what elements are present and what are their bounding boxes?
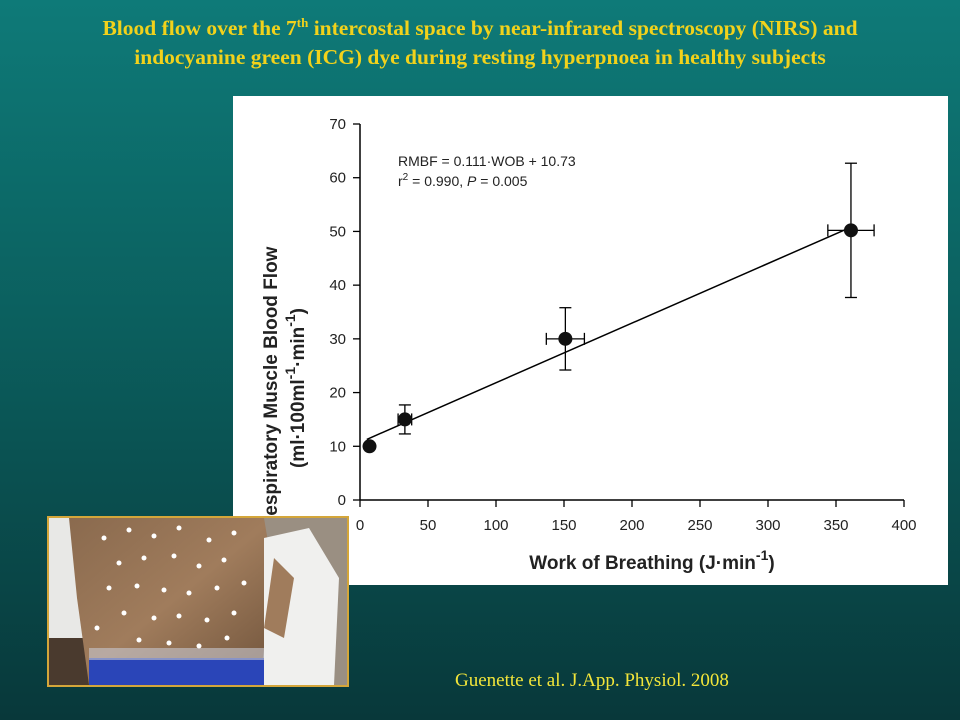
x-axis-ticks: 0 50 100 150 200 250 300 350 400: [356, 500, 917, 534]
y-axis-label-line-1: Respiratory Muscle Blood Flow: [261, 246, 282, 529]
title-line-1: Blood flow over the 7th intercostal spac…: [0, 14, 960, 43]
scatter-chart: 0 10 20 30 40 50 60 70 0 50 100 150 200 250 300 350 400…: [261, 116, 917, 574]
x-axis-label: Work of Breathing (J·min-1): [529, 547, 774, 574]
slide-title: Blood flow over the 7th intercostal spac…: [0, 14, 960, 72]
x-axis-label-exponent: -1: [756, 547, 769, 563]
y-axis-unit-exponent-1: -1: [282, 367, 298, 380]
title-line-1-end: intercostal space by near-infrared spect…: [308, 16, 858, 40]
subject-photo: [47, 516, 349, 687]
title-superscript: th: [296, 15, 309, 30]
title-line-2: indocyanine green (ICG) dye during resti…: [134, 45, 826, 69]
y-tick-label: 70: [329, 116, 346, 133]
data-points: [362, 223, 858, 454]
y-tick-label: 50: [329, 223, 346, 240]
x-tick-label: 0: [356, 517, 364, 534]
x-tick-label: 100: [483, 517, 508, 534]
r-symbol: r: [398, 173, 403, 189]
y-tick-label: 60: [329, 170, 346, 187]
x-tick-label: 250: [687, 517, 712, 534]
x-tick-label: 50: [420, 517, 437, 534]
y-tick-label: 40: [329, 277, 346, 294]
y-tick-label: 30: [329, 331, 346, 348]
y-tick-label: 20: [329, 385, 346, 402]
y-axis-unit-text: (ml·100ml: [288, 379, 309, 468]
x-axis-label-text: Work of Breathing (J·min: [529, 553, 756, 574]
x-tick-label: 200: [619, 517, 644, 534]
data-point: [362, 439, 377, 454]
data-point: [558, 331, 573, 346]
x-tick-label: 150: [551, 517, 576, 534]
x-axis-label-close: ): [768, 553, 774, 574]
p-value: = 0.005: [476, 173, 527, 189]
y-axis-unit-min: ·min: [288, 327, 309, 367]
r-squared-value: = 0.990,: [408, 173, 467, 189]
y-axis-unit-close: ): [288, 308, 309, 314]
y-tick-label: 10: [329, 438, 346, 455]
citation: Guenette et al. J.App. Physiol. 2008: [455, 670, 729, 691]
y-tick-label: 0: [338, 492, 346, 509]
title-line-1-start: Blood flow over the 7: [102, 16, 297, 40]
x-tick-label: 300: [755, 517, 780, 534]
x-tick-label: 350: [823, 517, 848, 534]
regression-equation: RMBF = 0.111·WOB + 10.73: [398, 153, 576, 169]
y-axis-unit-exponent-2: -1: [282, 314, 298, 327]
chart-panel: 0 10 20 30 40 50 60 70 0 50 100 150 200 250 300 350 400…: [233, 96, 948, 585]
r-squared-exponent: 2: [403, 172, 409, 183]
p-symbol: P: [467, 173, 477, 189]
error-bars: [397, 162, 875, 435]
y-axis-ticks: 0 10 20 30 40 50 60 70: [329, 116, 360, 509]
data-point: [843, 223, 858, 238]
regression-line: [366, 226, 852, 441]
x-tick-label: 400: [891, 517, 916, 534]
regression-stats: r2 = 0.990, P = 0.005: [398, 172, 528, 189]
y-axis-label-line-2: (ml·100ml-1·min-1): [282, 308, 309, 468]
y-axis-label: Respiratory Muscle Blood Flow (ml·100ml-…: [261, 246, 309, 529]
data-point: [397, 412, 412, 427]
subject-torso-image: [49, 518, 347, 685]
